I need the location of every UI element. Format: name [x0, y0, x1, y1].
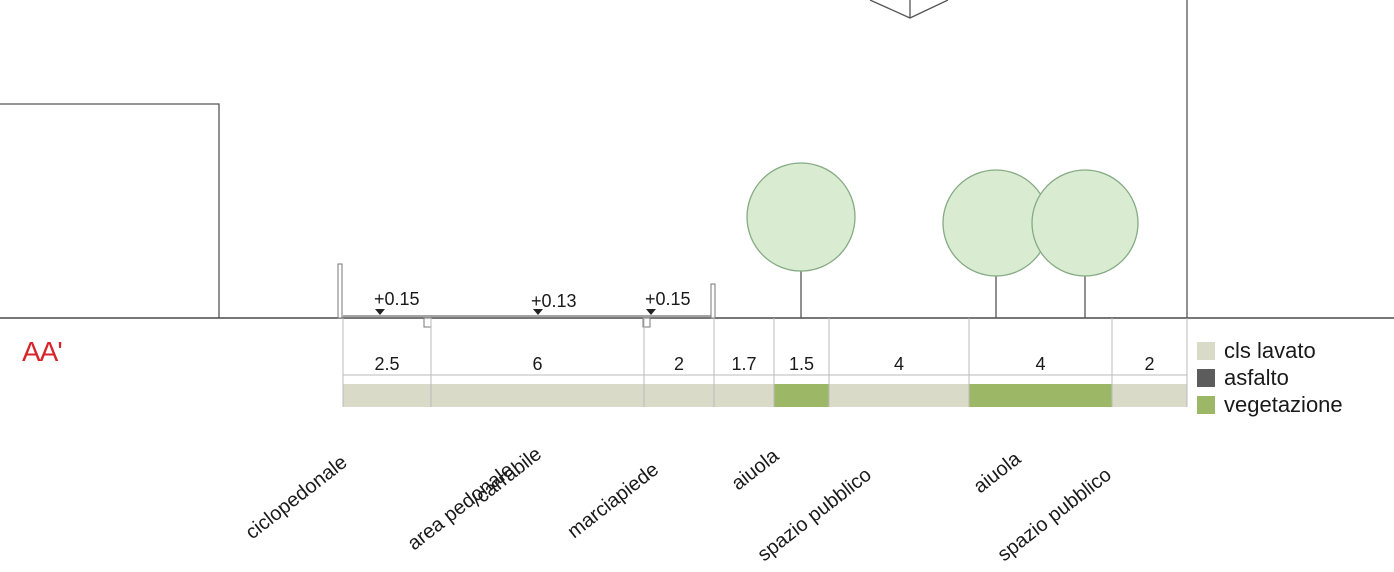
material-band [431, 384, 644, 407]
level-label: +0.13 [531, 291, 577, 311]
legend-item-vegetazione: vegetazione [1197, 391, 1343, 418]
level-label: +0.15 [374, 289, 420, 309]
level-marker-1: +0.15 [374, 289, 420, 315]
dimension-label: 4 [894, 354, 904, 374]
material-band [1112, 384, 1187, 407]
legend-swatch [1197, 341, 1215, 360]
material-band [969, 384, 1112, 407]
dimension-label: 6 [532, 354, 542, 374]
materials-legend: cls lavato asfalto vegetazione [1197, 337, 1343, 418]
legend-label: cls lavato [1224, 337, 1316, 363]
zone-labels: ciclopedonale area pedonale /carrabile m… [242, 443, 1116, 566]
strip-cell: 2.5 [342, 318, 431, 407]
level-label: +0.15 [645, 289, 691, 309]
strip-cell: 4 [828, 318, 969, 407]
strip-cell: 1.5 [773, 318, 829, 407]
dimension-label: 1.5 [789, 354, 814, 374]
strip-cell: 2 [643, 318, 714, 407]
dimension-strip: 2.5 6 2 1.7 1.5 4 4 2 [342, 318, 1188, 407]
curb-marker-1 [423, 317, 432, 328]
zone-label-aiuola-2: aiuola [970, 447, 1026, 498]
material-band [829, 384, 969, 407]
zone-label-spazio-pubblico-2: spazio pubblico [994, 464, 1116, 566]
strip-cell: 6 [430, 318, 644, 407]
left-building-outline [0, 103, 220, 318]
legend-swatch [1197, 395, 1215, 414]
material-band [714, 384, 774, 407]
strip-cell: 1.7 [713, 318, 774, 407]
curb-marker-2 [642, 317, 651, 328]
strip-cell: 2 [1111, 318, 1187, 407]
tree-1 [746, 162, 856, 318]
legend-label: vegetazione [1224, 391, 1343, 417]
legend-item-asfalto: asfalto [1197, 364, 1343, 391]
section-label: AA' [22, 336, 63, 367]
tree-3 [1031, 169, 1139, 318]
zone-label-carrabile: /carrabile [468, 443, 546, 511]
right-pole [710, 283, 716, 319]
material-band [343, 384, 431, 407]
legend-label: asfalto [1224, 364, 1289, 390]
tree-2 [942, 169, 1050, 318]
zone-label-spazio-pubblico-1: spazio pubblico [754, 464, 876, 566]
left-pole [337, 263, 343, 319]
dimension-label: 2 [674, 354, 684, 374]
zone-label-ciclopedonale: ciclopedonale [242, 451, 352, 544]
strip-cell: 4 [968, 318, 1112, 407]
legend-swatch [1197, 368, 1215, 387]
top-roof-outline [869, 0, 949, 19]
material-band [644, 384, 714, 407]
zone-label-aiuola-1: aiuola [728, 444, 784, 495]
zone-label-marciapiede: marciapiede [564, 459, 663, 543]
legend-item-cls-lavato: cls lavato [1197, 337, 1343, 364]
dimension-label: 2.5 [374, 354, 399, 374]
strip-cells: 2.5 6 2 1.7 1.5 4 4 2 [342, 318, 1188, 407]
dimension-label: 4 [1035, 354, 1045, 374]
dimension-label: 2 [1144, 354, 1154, 374]
material-band [774, 384, 829, 407]
dimension-label: 1.7 [731, 354, 756, 374]
level-marker-2: +0.13 [531, 291, 577, 315]
level-marker-3: +0.15 [645, 289, 691, 315]
